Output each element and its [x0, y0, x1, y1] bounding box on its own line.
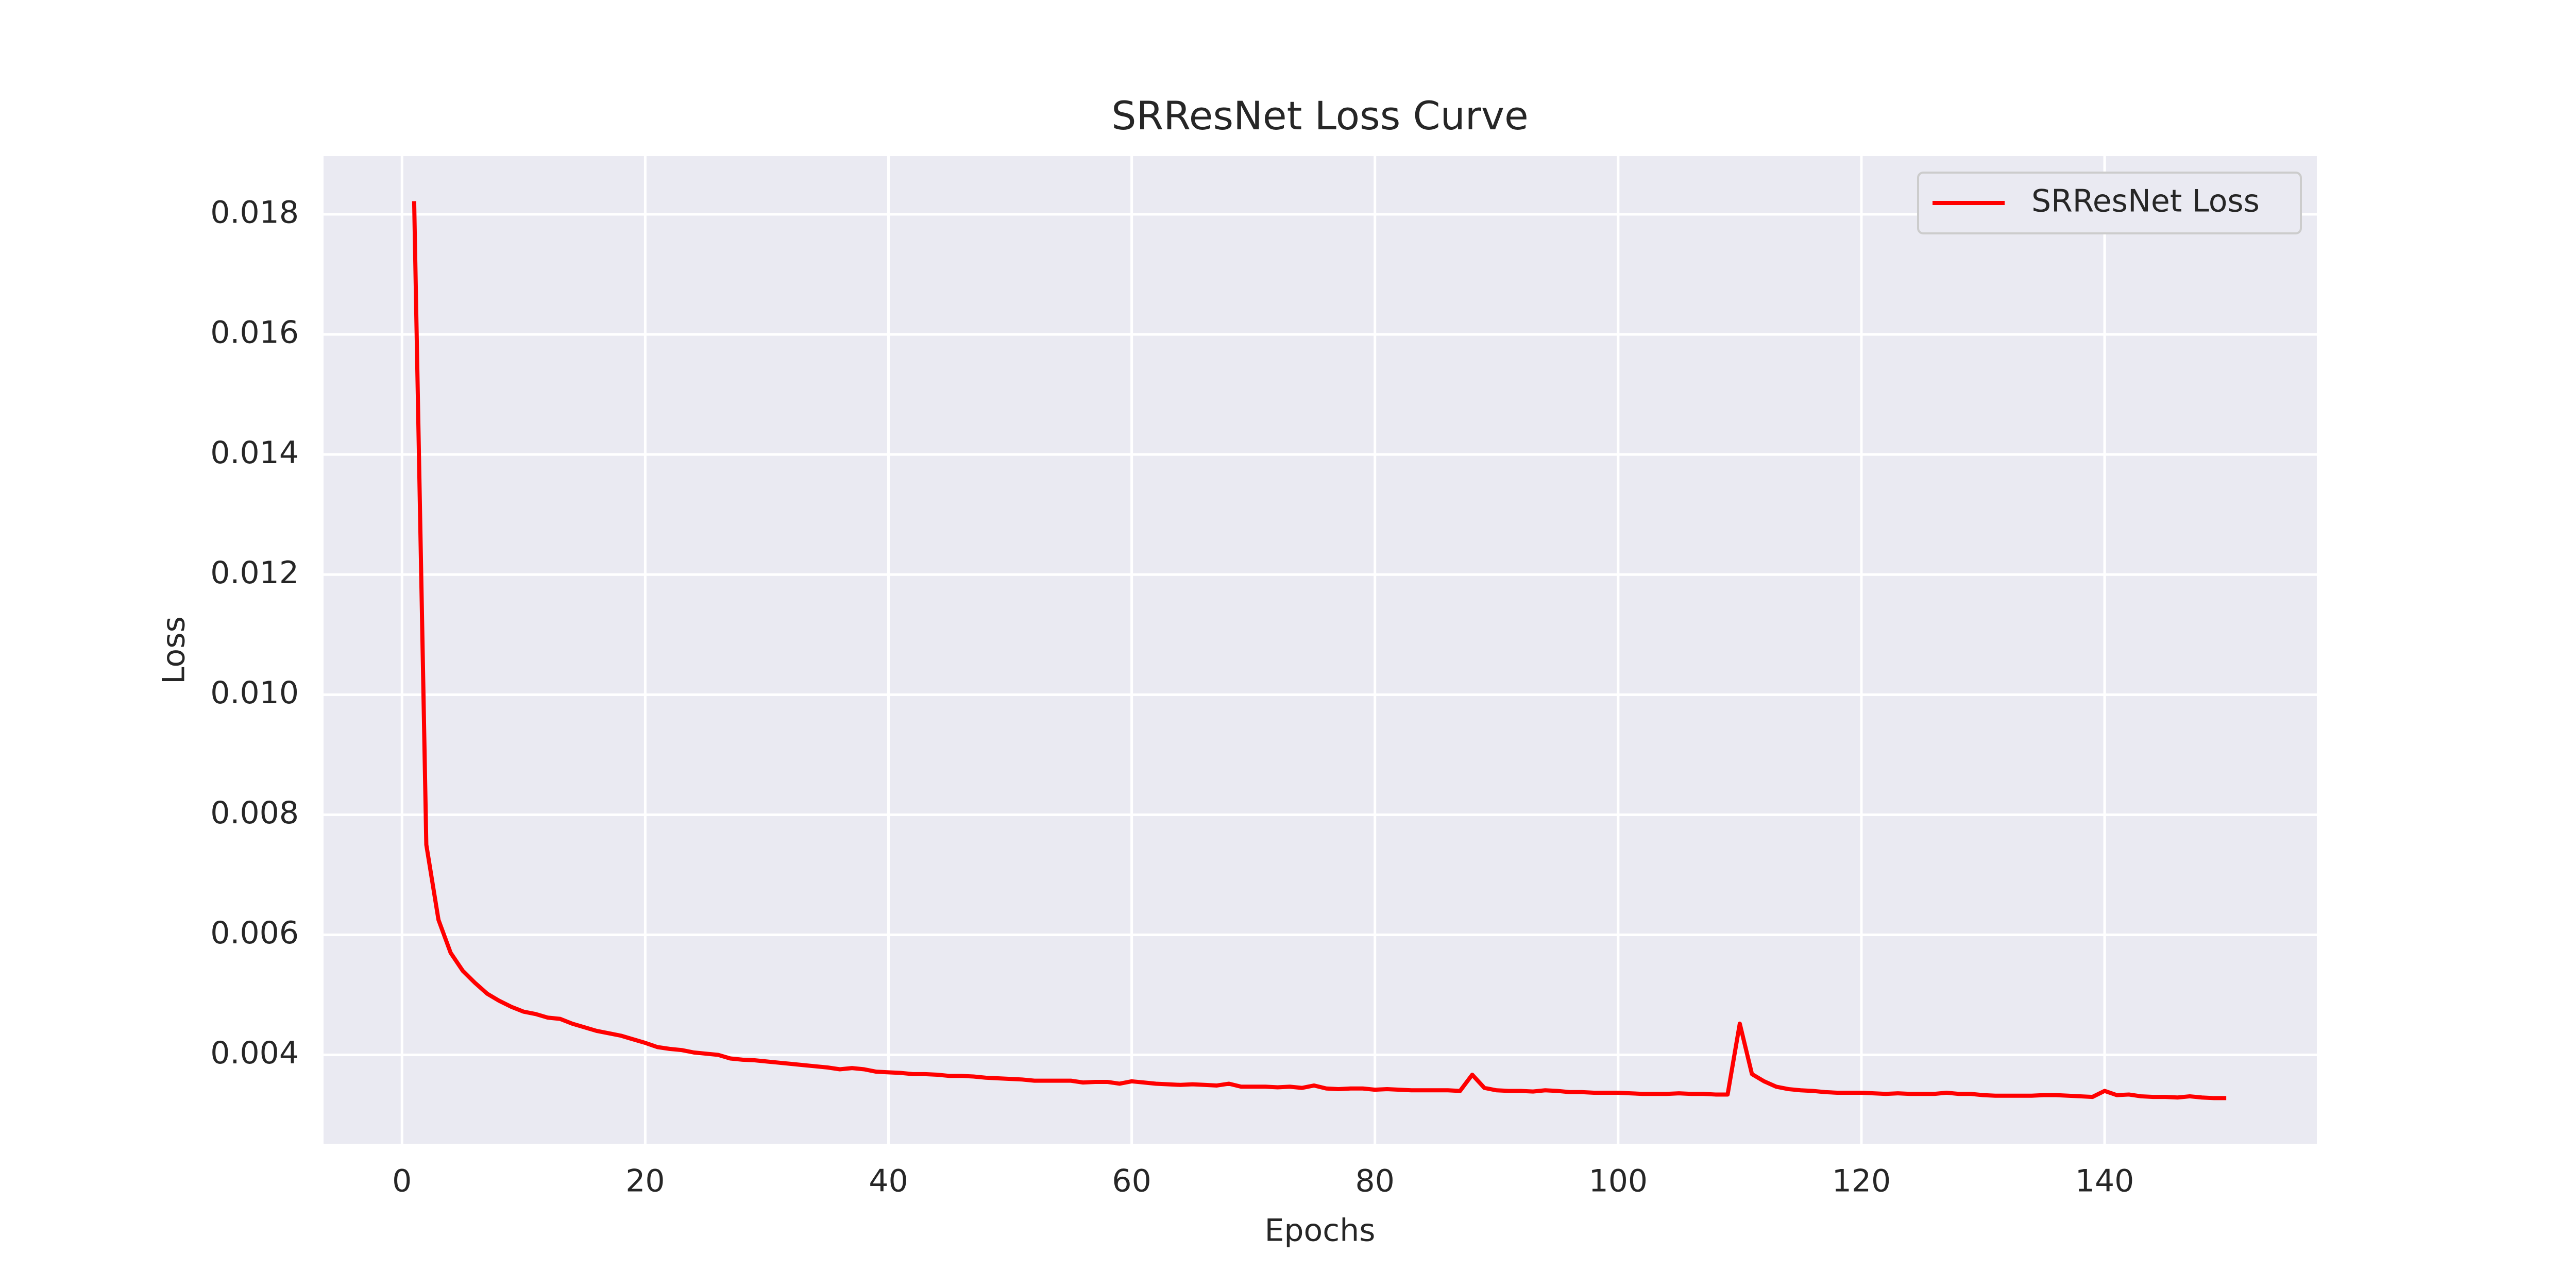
x-tick-label: 120	[1832, 1163, 1891, 1199]
line	[412, 201, 2227, 1100]
y-axis-label: Loss	[156, 616, 192, 684]
y-tick-label: 0.014	[210, 435, 299, 471]
x-tick-label: 100	[1589, 1163, 1648, 1199]
legend-label: SRResNet Loss	[2031, 183, 2260, 219]
x-tick-label: 40	[869, 1163, 908, 1199]
y-tick-label: 0.010	[210, 675, 299, 711]
legend-box	[1917, 172, 2302, 234]
y-tick-label: 0.004	[210, 1035, 299, 1071]
plot-area	[324, 156, 2317, 1144]
x-tick-label: 0	[392, 1163, 412, 1199]
y-tick-label: 0.006	[210, 915, 299, 951]
x-tick-label: 80	[1355, 1163, 1395, 1199]
x-tick-label: 60	[1112, 1163, 1151, 1199]
y-tick-label: 0.012	[210, 555, 299, 591]
x-axis-label: Epochs	[1265, 1213, 1376, 1249]
x-tick-label: 20	[625, 1163, 665, 1199]
x-tick-label: 140	[2075, 1163, 2134, 1199]
chart-title: SRResNet Loss Curve	[1111, 93, 1528, 139]
y-tick-label: 0.016	[210, 315, 299, 351]
y-tick-label: 0.018	[210, 195, 299, 231]
y-tick-label: 0.008	[210, 795, 299, 831]
